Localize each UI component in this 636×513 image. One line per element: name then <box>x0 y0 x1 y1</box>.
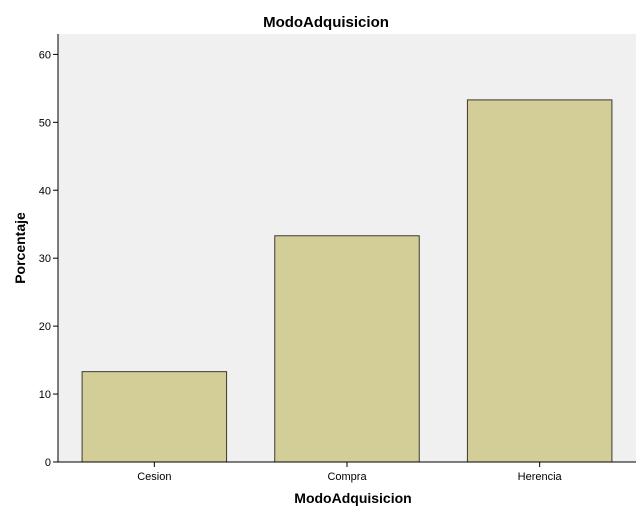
y-tick-label: 10 <box>39 389 51 401</box>
y-tick-label: 60 <box>39 49 51 61</box>
chart-title: ModoAdquisicion <box>263 14 389 31</box>
x-tick-label-cesion: Cesion <box>137 471 171 483</box>
x-tick-label-compra: Compra <box>327 471 367 483</box>
bar-herencia <box>466 99 613 463</box>
x-axis-ticks: Cesion Compra Herencia <box>137 462 563 483</box>
y-tick-label: 20 <box>39 321 51 333</box>
y-tick-label: 30 <box>39 253 51 265</box>
y-axis-ticks: 0 10 20 30 40 50 60 <box>39 49 58 469</box>
bar-compra <box>274 235 420 463</box>
bar-cesion <box>81 371 228 463</box>
x-axis-title: ModoAdquisicion <box>294 490 411 506</box>
y-tick-label: 0 <box>45 457 51 469</box>
y-axis-title: Porcentaje <box>12 212 28 284</box>
y-tick-label: 50 <box>39 117 51 129</box>
y-tick-label: 40 <box>39 185 51 197</box>
x-tick-label-herencia: Herencia <box>518 471 563 483</box>
